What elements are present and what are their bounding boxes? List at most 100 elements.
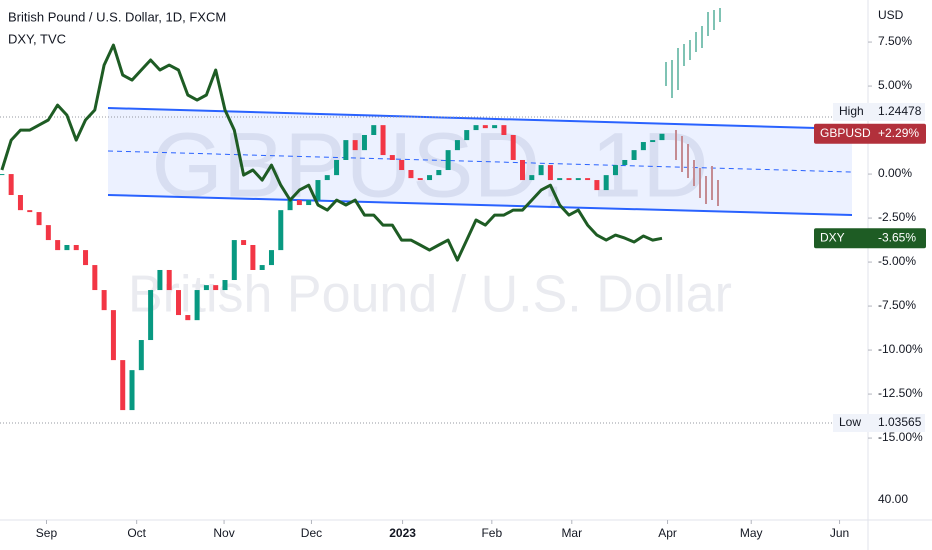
last-value-label: +2.29%: [878, 126, 919, 140]
candle: [17, 195, 23, 211]
candle: [185, 315, 191, 321]
legend-name: GBPUSD: [820, 126, 871, 140]
candle: [454, 140, 460, 151]
candle: [659, 133, 665, 141]
candle: [389, 155, 395, 160]
candle: [612, 165, 618, 176]
candle: [566, 178, 572, 181]
candle: [36, 212, 42, 226]
candle: [399, 159, 405, 171]
channel-lower: [107, 194, 853, 216]
x-tick-label: Nov: [213, 526, 234, 540]
candle: [73, 244, 79, 251]
line: [0, 43, 663, 262]
y-tick-label: -5.00%: [878, 254, 916, 268]
projection-down: [675, 130, 719, 206]
candle: [259, 265, 265, 270]
candle: [231, 240, 237, 281]
candle: [464, 130, 470, 141]
candle: [520, 159, 526, 181]
candle: [547, 165, 553, 181]
candle: [585, 178, 591, 181]
lower-pane-label: 40.00: [878, 492, 908, 506]
last-value-label: -3.65%: [878, 230, 916, 244]
candle: [445, 150, 451, 171]
candle: [110, 310, 116, 361]
high-label: High: [839, 104, 864, 118]
candle: [436, 170, 442, 176]
candle: [213, 285, 219, 291]
candle: [92, 265, 98, 291]
candle: [501, 125, 507, 135]
x-tick-label: Apr: [658, 526, 677, 540]
candle: [194, 290, 200, 321]
candle: [594, 180, 600, 191]
candle: [575, 178, 581, 181]
candle: [352, 140, 358, 151]
candle: [120, 360, 126, 411]
candle: [334, 159, 340, 176]
y-tick-label: -2.50%: [878, 210, 916, 224]
axis-unit: USD: [878, 8, 904, 22]
x-tick-label: May: [740, 526, 763, 540]
last-badge: [814, 228, 926, 249]
last-badge: [814, 123, 926, 144]
x-tick-label: Oct: [127, 526, 146, 540]
candle: [631, 150, 637, 160]
candle: [8, 174, 14, 196]
candle: [361, 134, 367, 151]
candle: [343, 140, 349, 160]
candle: [129, 370, 135, 411]
candle: [427, 175, 433, 181]
candle: [622, 159, 628, 166]
candle: [482, 125, 488, 129]
candle: [492, 125, 498, 129]
candle: [510, 134, 516, 160]
candle: [306, 200, 312, 206]
y-tick-label: 0.00%: [878, 166, 912, 180]
watermark-subtitle: British Pound / U.S. Dollar: [128, 266, 732, 324]
candle: [417, 178, 423, 181]
x-tick-label: Mar: [561, 526, 582, 540]
y-tick-label: -10.00%: [878, 342, 923, 356]
x-tick-label: 2023: [389, 526, 416, 540]
candle: [557, 178, 563, 181]
candle: [64, 244, 70, 251]
candle: [0, 174, 5, 176]
projection-up: [665, 8, 721, 98]
high-badge: [833, 103, 925, 121]
candle: [250, 244, 256, 270]
x-tick-label: Jun: [830, 526, 849, 540]
candle: [324, 175, 330, 181]
y-tick-label: 5.00%: [878, 78, 912, 92]
candle: [148, 290, 154, 341]
candle: [640, 142, 646, 151]
low-label: Low: [839, 415, 861, 429]
subtitle: DXY, TVC: [8, 31, 66, 46]
candle: [241, 240, 247, 245]
candle: [45, 225, 51, 241]
candle: [371, 125, 377, 135]
candle: [296, 200, 302, 206]
channel-mid: [107, 150, 853, 173]
candle: [529, 175, 535, 181]
candle: [287, 200, 293, 211]
candle: [408, 170, 414, 179]
candle: [650, 140, 656, 143]
x-tick-label: Feb: [481, 526, 502, 540]
candle: [101, 290, 107, 311]
candle: [176, 290, 182, 316]
candle: [222, 280, 228, 291]
high-value: 1.24478: [878, 104, 922, 118]
candle: [278, 210, 284, 251]
candle: [55, 240, 61, 251]
candle: [268, 250, 274, 266]
y-tick-label: -7.50%: [878, 298, 916, 312]
candle: [538, 165, 544, 176]
candle: [203, 285, 209, 291]
candle: [157, 269, 163, 291]
title: British Pound / U.S. Dollar, 1D, FXCM: [8, 9, 226, 24]
low-value: 1.03565: [878, 415, 922, 429]
